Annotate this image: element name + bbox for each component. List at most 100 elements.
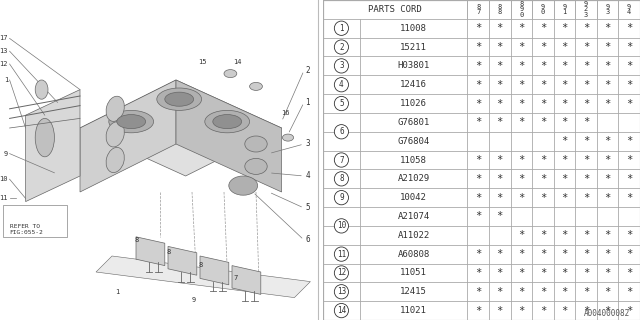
Text: 9: 9 [192,297,196,303]
Text: 12: 12 [337,268,346,277]
Text: *: * [475,249,481,259]
Ellipse shape [250,82,262,90]
Polygon shape [168,246,197,275]
Text: 10042: 10042 [400,193,427,202]
Text: 8: 8 [134,236,139,243]
Text: A004000082: A004000082 [584,309,630,318]
Text: *: * [540,306,546,316]
Text: 14: 14 [234,59,242,65]
Ellipse shape [106,96,124,121]
Bar [554,0,575,19]
Circle shape [334,219,349,233]
Text: 11: 11 [0,196,8,201]
Text: *: * [626,306,632,316]
Text: 11: 11 [337,250,346,259]
Ellipse shape [245,136,268,152]
Text: *: * [605,42,611,52]
Circle shape [334,96,349,111]
Text: *: * [475,212,481,221]
Text: *: * [605,268,611,278]
Circle shape [334,59,349,73]
Text: 11008: 11008 [400,24,427,33]
Text: 9: 9 [4,151,8,156]
Text: 1: 1 [115,289,120,295]
Text: 11026: 11026 [400,99,427,108]
Text: *: * [605,61,611,71]
Circle shape [334,266,349,280]
Text: 4: 4 [306,172,310,180]
Text: *: * [626,287,632,297]
Text: *: * [540,155,546,165]
Text: 11051: 11051 [400,268,427,277]
Text: *: * [561,268,568,278]
Polygon shape [232,266,261,294]
Ellipse shape [282,134,294,141]
Text: *: * [518,193,524,203]
Text: *: * [497,287,503,297]
Text: *: * [497,193,503,203]
Text: *: * [583,61,589,71]
Text: *: * [518,155,524,165]
Text: *: * [497,306,503,316]
Text: *: * [583,193,589,203]
Text: 11021: 11021 [400,306,427,315]
Ellipse shape [205,110,250,133]
Text: *: * [626,99,632,108]
Text: 15211: 15211 [400,43,427,52]
Text: *: * [626,268,632,278]
Text: *: * [605,174,611,184]
Text: 4: 4 [339,80,344,89]
Text: *: * [540,174,546,184]
Text: A21029: A21029 [397,174,429,183]
Text: *: * [518,174,524,184]
Polygon shape [80,80,282,176]
Text: *: * [605,155,611,165]
Text: 10: 10 [0,176,8,182]
Text: *: * [605,80,611,90]
Text: *: * [626,80,632,90]
Ellipse shape [106,148,124,172]
Bar [575,0,597,19]
Text: *: * [540,117,546,127]
Text: 1: 1 [4,77,8,83]
Text: A11022: A11022 [397,231,429,240]
Text: *: * [475,306,481,316]
Text: *: * [605,249,611,259]
Text: *: * [497,212,503,221]
Text: *: * [626,61,632,71]
Text: 8: 8 [166,249,171,255]
Text: *: * [583,23,589,33]
Polygon shape [96,256,310,298]
Text: 6: 6 [339,127,344,136]
Text: *: * [497,61,503,71]
Text: *: * [583,287,589,297]
Text: *: * [475,80,481,90]
Polygon shape [176,80,282,192]
Ellipse shape [165,92,194,106]
Text: *: * [540,193,546,203]
Text: *: * [561,249,568,259]
Text: 15: 15 [198,59,207,65]
Text: 12415: 12415 [400,287,427,296]
Text: *: * [475,99,481,108]
Polygon shape [26,90,80,202]
Ellipse shape [109,110,154,133]
Text: 10: 10 [337,221,346,230]
Circle shape [334,190,349,205]
Text: 8
7: 8 7 [476,4,480,15]
Circle shape [334,21,349,36]
Text: *: * [561,287,568,297]
Circle shape [334,247,349,261]
Text: *: * [583,249,589,259]
Text: 3: 3 [306,140,310,148]
Text: G76804: G76804 [397,137,429,146]
Text: *: * [583,230,589,240]
Text: 2: 2 [306,66,310,75]
Text: *: * [561,136,568,146]
Text: *: * [583,306,589,316]
Text: 9
1: 9 1 [563,4,566,15]
Text: *: * [475,61,481,71]
Text: *: * [497,117,503,127]
Text: *: * [605,230,611,240]
Text: *: * [518,42,524,52]
